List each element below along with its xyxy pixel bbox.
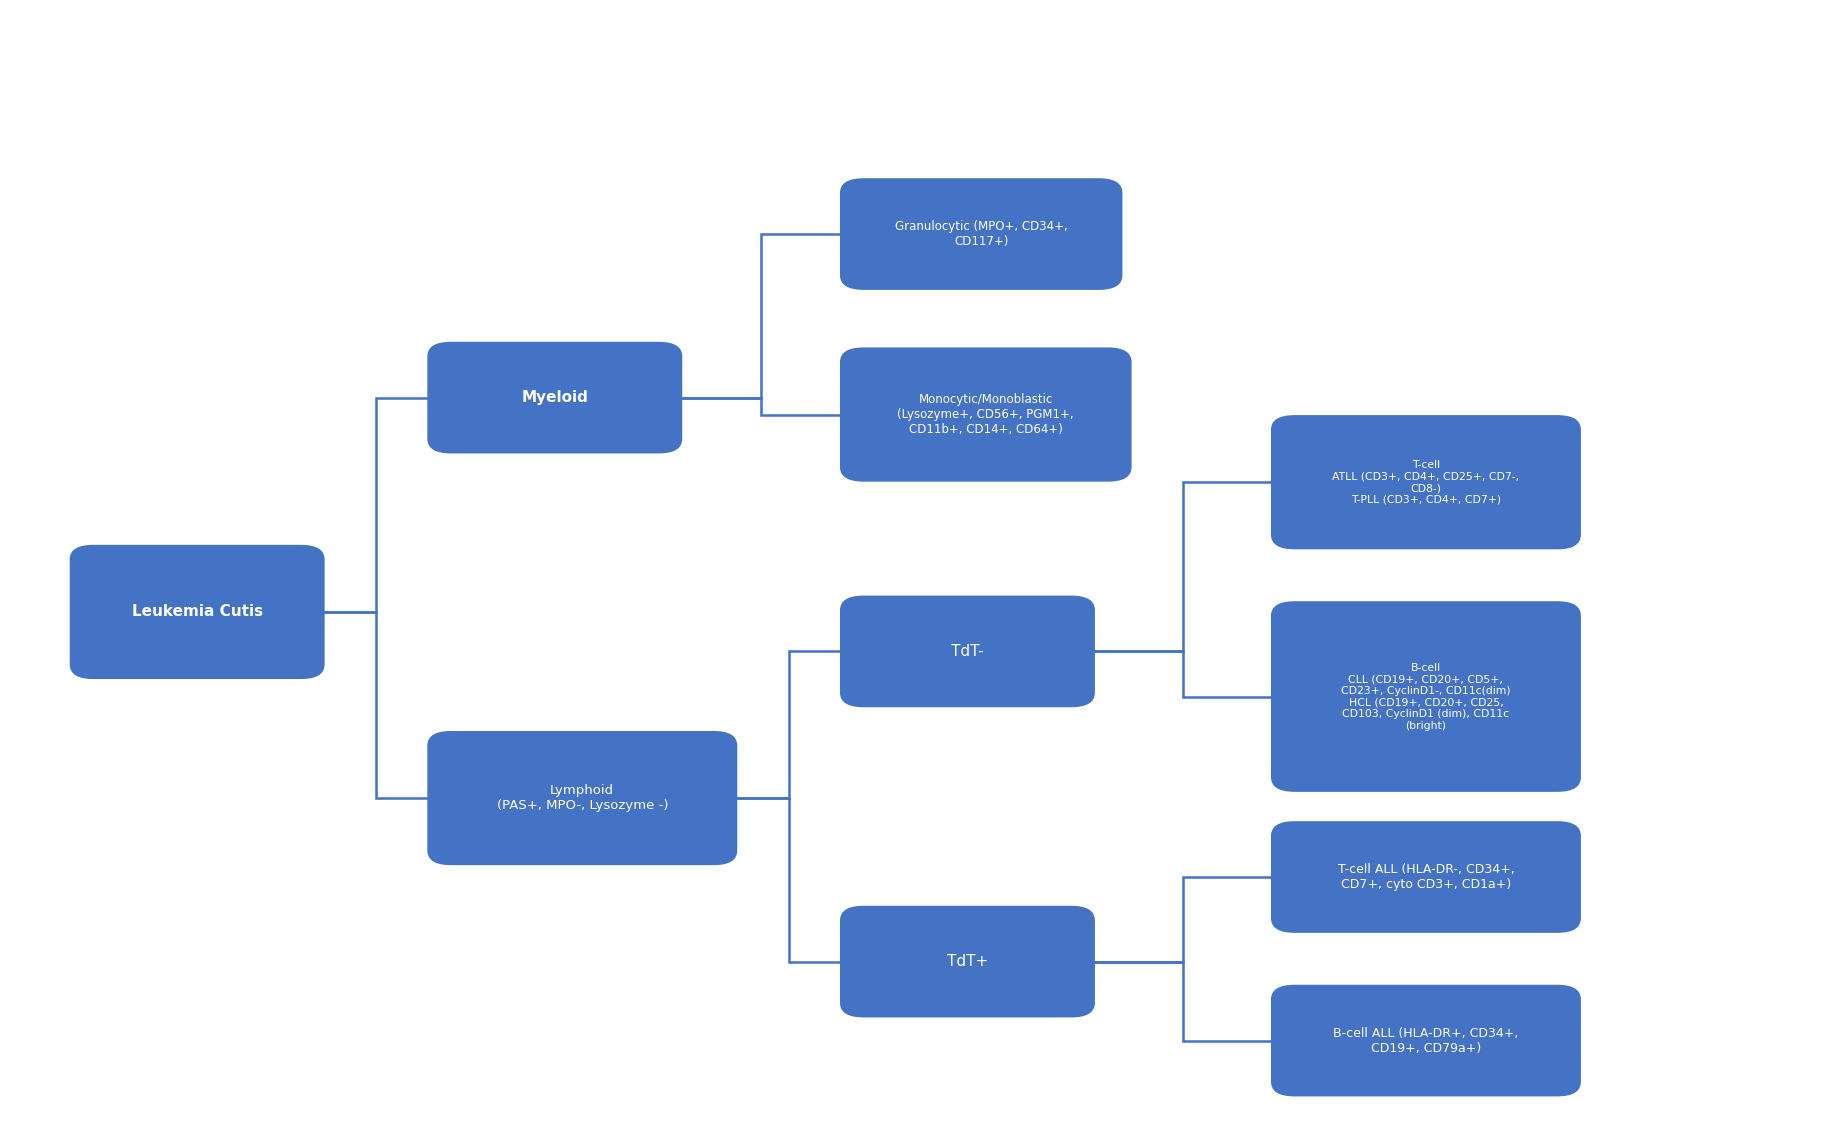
Text: Lymphoid
(PAS+, MPO-, Lysozyme -): Lymphoid (PAS+, MPO-, Lysozyme -) [497, 784, 668, 812]
Text: TdT+: TdT+ [946, 954, 989, 969]
FancyBboxPatch shape [1271, 985, 1581, 1096]
Text: Monocytic/Monoblastic
(Lysozyme+, CD56+, PGM1+,
CD11b+, CD14+, CD64+): Monocytic/Monoblastic (Lysozyme+, CD56+,… [897, 393, 1075, 437]
FancyBboxPatch shape [1271, 415, 1581, 549]
Text: B-cell
CLL (CD19+, CD20+, CD5+,
CD23+, CyclinD1-, CD11c(dim)
HCL (CD19+, CD20+, : B-cell CLL (CD19+, CD20+, CD5+, CD23+, C… [1341, 662, 1511, 731]
FancyBboxPatch shape [427, 731, 737, 865]
FancyBboxPatch shape [840, 906, 1095, 1017]
Text: Leukemia Cutis: Leukemia Cutis [132, 605, 262, 619]
FancyBboxPatch shape [840, 596, 1095, 707]
Text: T-cell ALL (HLA-DR-, CD34+,
CD7+, cyto CD3+, CD1a+): T-cell ALL (HLA-DR-, CD34+, CD7+, cyto C… [1337, 863, 1515, 891]
FancyBboxPatch shape [70, 545, 325, 679]
FancyBboxPatch shape [840, 178, 1122, 290]
Text: B-cell ALL (HLA-DR+, CD34+,
CD19+, CD79a+): B-cell ALL (HLA-DR+, CD34+, CD19+, CD79a… [1333, 1026, 1519, 1055]
FancyBboxPatch shape [1271, 821, 1581, 933]
FancyBboxPatch shape [427, 342, 682, 453]
Text: T-cell
ATLL (CD3+, CD4+, CD25+, CD7-,
CD8-)
T-PLL (CD3+, CD4+, CD7+): T-cell ATLL (CD3+, CD4+, CD25+, CD7-, CD… [1331, 460, 1520, 504]
Text: Granulocytic (MPO+, CD34+,
CD117+): Granulocytic (MPO+, CD34+, CD117+) [895, 220, 1067, 248]
Text: Myeloid: Myeloid [521, 390, 589, 405]
FancyBboxPatch shape [840, 347, 1132, 482]
FancyBboxPatch shape [1271, 601, 1581, 792]
Text: TdT-: TdT- [952, 644, 983, 659]
